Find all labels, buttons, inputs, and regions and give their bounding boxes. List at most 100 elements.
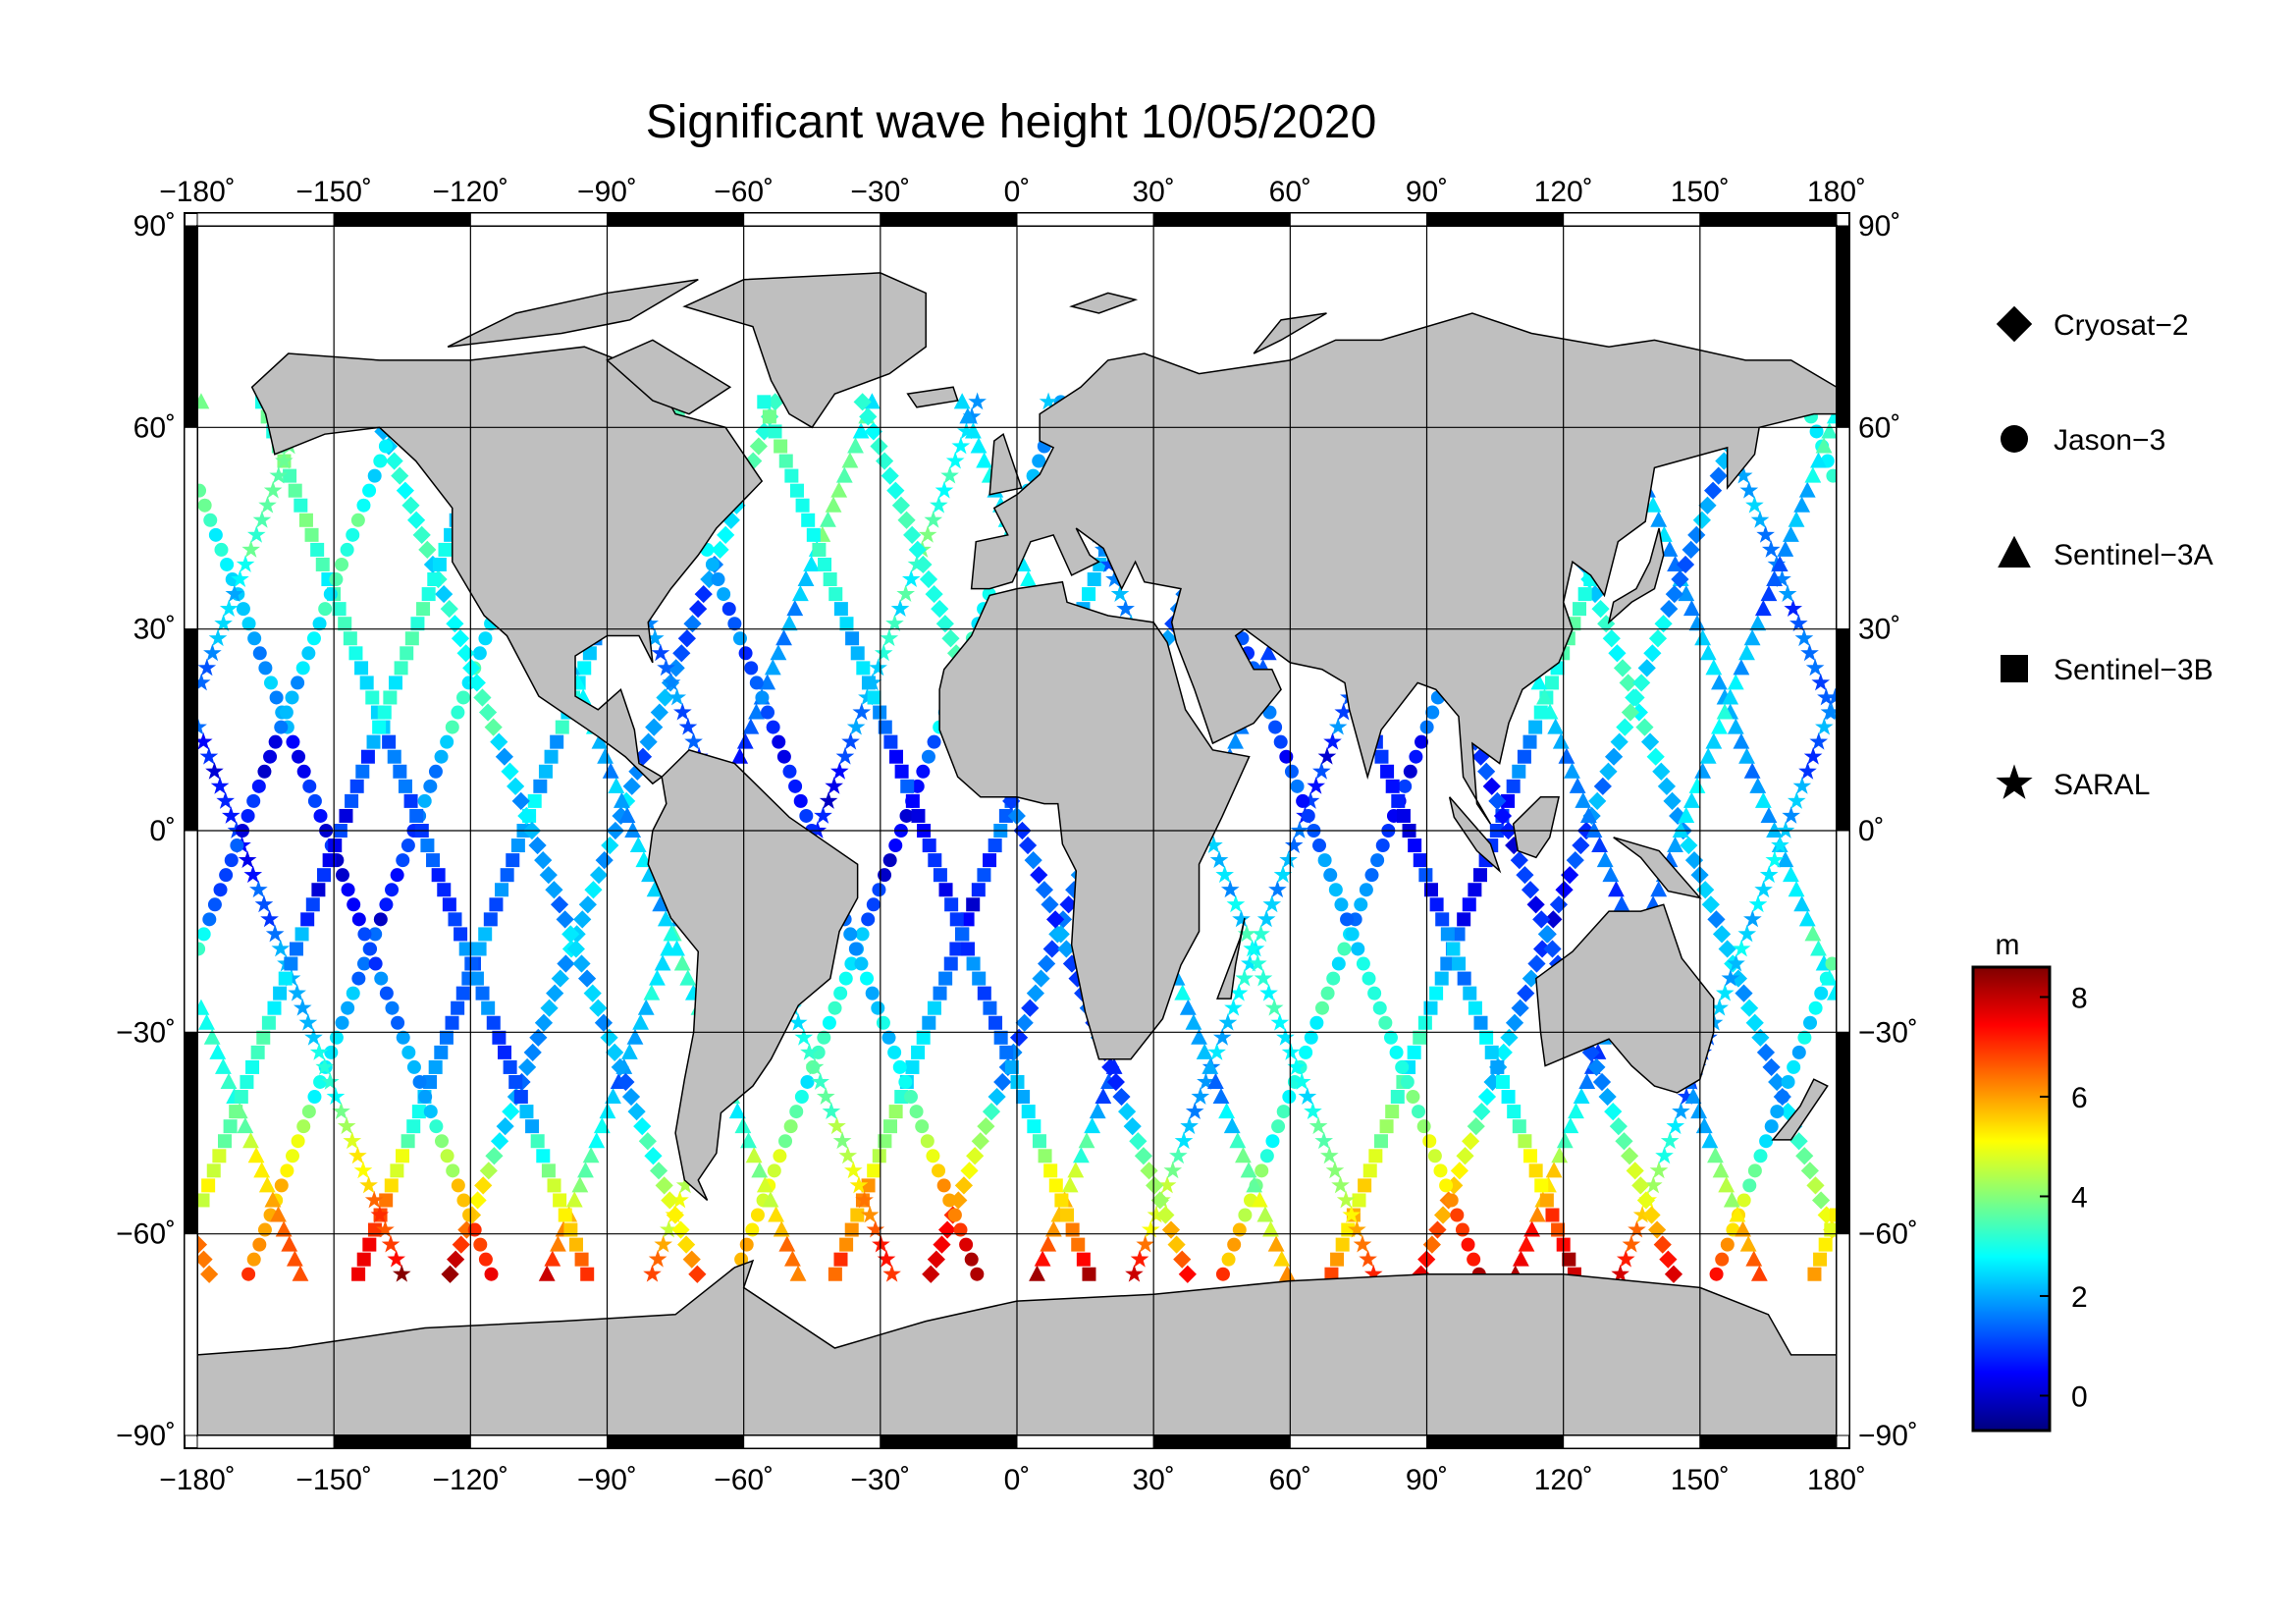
track-marker: [362, 1237, 377, 1252]
track-marker: [1523, 1149, 1538, 1163]
track-marker: [1510, 851, 1528, 870]
track-marker: [550, 895, 569, 914]
track-marker: [1191, 1028, 1207, 1045]
track-marker: [1649, 1161, 1669, 1179]
track-marker: [1783, 866, 1799, 883]
track-marker: [1292, 1072, 1311, 1090]
track-marker: [649, 1162, 668, 1180]
track-marker: [819, 791, 838, 809]
land-svalbard: [1069, 292, 1139, 314]
track-marker: [1751, 1028, 1770, 1047]
track-marker: [935, 615, 954, 633]
track-marker: [849, 1175, 869, 1194]
track-marker: [257, 764, 272, 779]
track-marker: [688, 1265, 707, 1283]
frame-band-top: [1152, 212, 1291, 227]
track-marker: [478, 927, 493, 942]
map-frame: [184, 212, 1850, 1449]
track-marker: [1551, 1222, 1566, 1237]
track-marker: [1709, 1267, 1724, 1281]
track-marker: [1423, 1001, 1438, 1015]
track-marker: [1792, 777, 1812, 794]
track-marker: [1770, 1105, 1785, 1119]
track-marker: [214, 614, 233, 632]
track-marker: [237, 1117, 254, 1134]
frame-band-left: [184, 1233, 198, 1436]
track-marker: [1352, 1193, 1366, 1208]
track-marker: [1232, 1222, 1247, 1237]
track-marker: [364, 1190, 384, 1209]
track-marker: [1416, 1119, 1431, 1134]
track-marker: [905, 793, 920, 808]
track-marker: [1754, 791, 1772, 808]
track-marker: [427, 572, 442, 587]
track-marker: [529, 1028, 548, 1047]
track-marker: [263, 749, 278, 764]
track-marker: [663, 925, 680, 942]
track-marker: [1736, 1193, 1751, 1208]
track-marker: [1490, 1059, 1505, 1074]
track-marker: [298, 513, 313, 527]
track-marker: [611, 1057, 629, 1077]
track-marker: [1301, 791, 1320, 809]
track-marker: [761, 705, 775, 720]
track-marker: [1734, 465, 1753, 484]
track-marker: [1735, 984, 1753, 1002]
track-marker: [1720, 1237, 1735, 1252]
track-marker: [1819, 971, 1834, 986]
track-marker: [1620, 1147, 1639, 1165]
track-marker: [1602, 866, 1620, 883]
track-marker: [1240, 1162, 1257, 1178]
axis-tick-labels: −180˚ −180˚ −150˚ −150˚ −120˚ −120˚ −90˚ −90˚ −6…: [116, 176, 1918, 1496]
track-marker: [1363, 1264, 1383, 1282]
track-marker: [438, 542, 453, 557]
track-marker: [1417, 1015, 1432, 1030]
track-marker: [1255, 1163, 1269, 1178]
track-marker: [242, 1132, 259, 1149]
track-marker: [817, 1030, 831, 1045]
track-marker: [1276, 1105, 1291, 1119]
track-marker: [595, 851, 614, 870]
track-marker: [750, 1208, 765, 1222]
track-marker: [1747, 1163, 1762, 1178]
track-marker: [1207, 1043, 1226, 1060]
track-marker: [1439, 1178, 1454, 1193]
track-marker: [1273, 1250, 1291, 1267]
track-marker: [1284, 836, 1304, 853]
track-marker: [1784, 599, 1803, 618]
track-marker: [1609, 1117, 1628, 1136]
track-marker: [932, 1163, 946, 1178]
track-marker: [854, 956, 869, 971]
track-marker: [292, 749, 306, 764]
track-marker: [1608, 644, 1627, 663]
track-marker: [346, 986, 360, 1001]
track-marker: [1156, 1206, 1175, 1224]
track-marker: [1323, 868, 1338, 883]
track-marker: [1517, 984, 1535, 1002]
track-marker: [265, 924, 285, 943]
track-marker: [751, 1162, 769, 1178]
track-marker: [1212, 1087, 1230, 1105]
track-marker: [924, 510, 943, 528]
track-marker: [1569, 777, 1586, 793]
track-marker: [833, 986, 848, 1001]
track-marker: [915, 1119, 930, 1134]
track-marker: [621, 1087, 641, 1107]
track-marker: [561, 925, 580, 944]
track-marker: [1390, 1090, 1405, 1105]
track-marker: [196, 927, 211, 942]
track-marker: [1038, 954, 1056, 973]
lat-tick-label-left: 30˚: [133, 614, 176, 646]
track-marker: [1204, 836, 1223, 853]
track-marker: [943, 956, 958, 971]
track-marker: [1771, 555, 1789, 571]
track-marker: [1545, 1208, 1560, 1222]
track-marker: [1178, 1265, 1197, 1283]
track-marker: [538, 1265, 556, 1281]
track-marker: [1495, 1074, 1510, 1089]
track-marker: [1745, 1013, 1764, 1032]
track-marker: [1805, 658, 1825, 676]
track-marker: [966, 956, 981, 971]
track-marker: [1123, 1117, 1142, 1136]
track-marker: [1262, 1220, 1279, 1237]
